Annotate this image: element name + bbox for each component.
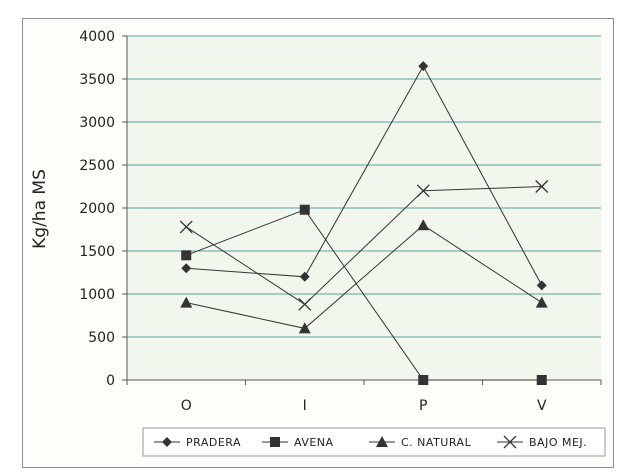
legend-item: PRADERA [154,436,241,449]
series-line [186,224,543,329]
legend-marker [270,437,280,447]
x-tick-label: V [537,398,547,414]
y-axis-label: Kg/ha MS [30,169,50,249]
x-marker-stroke [416,184,430,198]
data-point [299,271,310,282]
legend-item: AVENA [262,436,334,449]
data-point [299,204,310,215]
x-tick-label: P [419,398,427,414]
series-0 [181,61,547,291]
legend-marker [376,436,388,447]
y-tick-label: 1500 [79,244,115,260]
legend-label: C. NATURAL [401,436,472,449]
data-point [179,220,193,234]
data-point [181,263,192,274]
series-2 [180,219,548,334]
y-tick-label: 0 [106,373,115,389]
y-tick-label: 2000 [79,201,115,217]
data-point [181,250,192,261]
legend-label: PRADERA [186,436,241,449]
legend-item: C. NATURAL [369,436,472,449]
series-3 [179,180,549,311]
legend-marker [503,435,517,449]
series-line [185,186,542,305]
y-tick-label: 4000 [79,29,115,45]
line-chart: Kg/ha MS 0 500 1000 1500 2000 2500 3000 3500 400… [30,29,606,457]
legend-label: BAJO MEJ. [529,436,587,449]
series-line [186,65,543,286]
legend-marker [162,437,172,447]
y-tick-label: 500 [88,330,115,346]
data-point [417,219,430,231]
legend-item: BAJO MEJ. [497,435,587,449]
data-point [535,296,548,308]
data-point [418,375,429,385]
data-point [298,322,311,334]
data-point [418,61,429,72]
data-point [298,297,312,311]
legend-label: AVENA [294,436,334,449]
data-point [535,180,549,193]
series-1 [181,204,547,385]
x-tick-label: I [303,398,307,414]
series-line [186,209,542,381]
x-tick-label: O [181,398,192,414]
y-tick-label: 3000 [79,115,115,131]
x-marker-stroke [179,220,193,234]
data-point [416,184,430,198]
data-point [536,280,547,291]
x-marker-stroke [503,435,517,449]
data-point [536,375,547,385]
y-tick-label: 3500 [79,72,115,88]
y-tick-label: 2500 [79,158,115,174]
x-marker-stroke [298,297,312,311]
x-marker-stroke [535,180,549,193]
chart-frame: Kg/ha MS 0 500 1000 1500 2000 2500 3000 3500 400… [22,18,614,468]
y-tick-label: 1000 [79,287,115,303]
data-point [180,296,193,308]
